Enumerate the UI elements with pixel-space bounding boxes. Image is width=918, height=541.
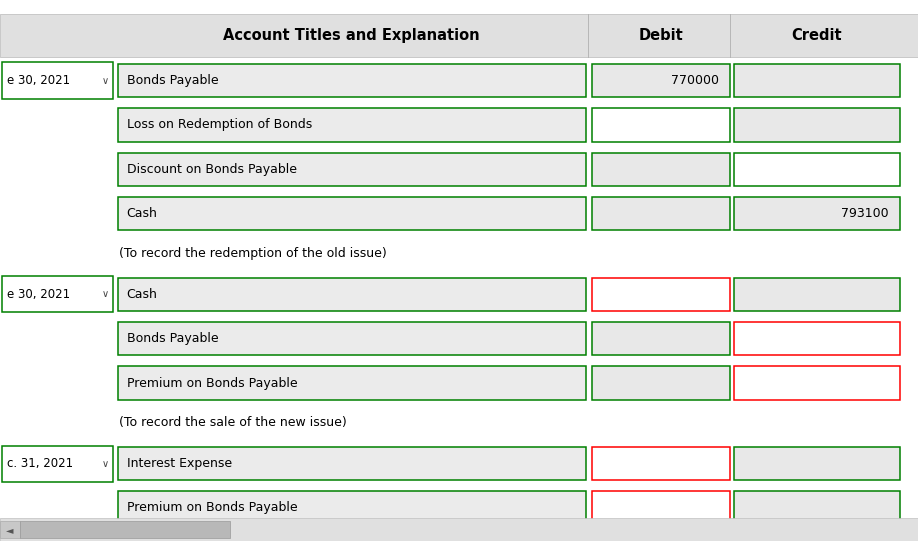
Text: ∨: ∨ [102,76,109,85]
FancyBboxPatch shape [592,491,730,525]
FancyBboxPatch shape [592,366,730,400]
Text: Account Titles and Explanation: Account Titles and Explanation [223,28,480,43]
FancyBboxPatch shape [734,278,900,311]
FancyBboxPatch shape [592,108,730,142]
FancyBboxPatch shape [2,276,113,312]
Text: Loss on Redemption of Bonds: Loss on Redemption of Bonds [127,118,312,131]
FancyBboxPatch shape [734,108,900,142]
Text: Cash: Cash [127,207,158,220]
FancyBboxPatch shape [734,153,900,186]
Text: Debit: Debit [639,28,683,43]
Text: e 30, 2021: e 30, 2021 [7,288,71,301]
FancyBboxPatch shape [734,197,900,230]
FancyBboxPatch shape [118,536,586,541]
Text: (To record the redemption of the old issue): (To record the redemption of the old iss… [119,247,387,260]
Text: Premium on Bonds Payable: Premium on Bonds Payable [127,502,297,514]
Text: Premium on Bonds Payable: Premium on Bonds Payable [127,377,297,390]
FancyBboxPatch shape [2,62,113,98]
FancyBboxPatch shape [2,445,113,481]
FancyBboxPatch shape [118,447,586,480]
FancyBboxPatch shape [118,322,586,355]
FancyBboxPatch shape [0,0,918,519]
FancyBboxPatch shape [118,64,586,97]
FancyBboxPatch shape [592,153,730,186]
FancyBboxPatch shape [20,521,230,538]
Text: c. 31, 2021: c. 31, 2021 [7,457,73,470]
FancyBboxPatch shape [0,518,918,541]
FancyBboxPatch shape [118,197,586,230]
FancyBboxPatch shape [118,153,586,186]
Text: Cash: Cash [127,288,158,301]
Text: Bonds Payable: Bonds Payable [127,332,218,345]
FancyBboxPatch shape [0,521,20,538]
FancyBboxPatch shape [118,366,586,400]
FancyBboxPatch shape [592,322,730,355]
Text: (To record the sale of the new issue): (To record the sale of the new issue) [119,416,347,430]
FancyBboxPatch shape [592,64,730,97]
Text: Bonds Payable: Bonds Payable [127,74,218,87]
FancyBboxPatch shape [734,366,900,400]
FancyBboxPatch shape [118,491,586,525]
Text: Discount on Bonds Payable: Discount on Bonds Payable [127,163,297,176]
FancyBboxPatch shape [118,108,586,142]
FancyBboxPatch shape [118,278,586,311]
FancyBboxPatch shape [592,197,730,230]
FancyBboxPatch shape [592,447,730,480]
Text: ∨: ∨ [102,289,109,299]
FancyBboxPatch shape [0,14,918,57]
FancyBboxPatch shape [734,447,900,480]
Text: 770000: 770000 [671,74,719,87]
FancyBboxPatch shape [734,322,900,355]
Text: e 30, 2021: e 30, 2021 [7,74,71,87]
FancyBboxPatch shape [592,278,730,311]
FancyBboxPatch shape [734,64,900,97]
Text: Interest Expense: Interest Expense [127,457,232,470]
FancyBboxPatch shape [734,536,900,541]
Text: 793100: 793100 [841,207,889,220]
Text: Credit: Credit [791,28,843,43]
FancyBboxPatch shape [734,491,900,525]
FancyBboxPatch shape [592,536,730,541]
Text: ∨: ∨ [102,459,109,469]
Text: ◄: ◄ [6,525,14,535]
